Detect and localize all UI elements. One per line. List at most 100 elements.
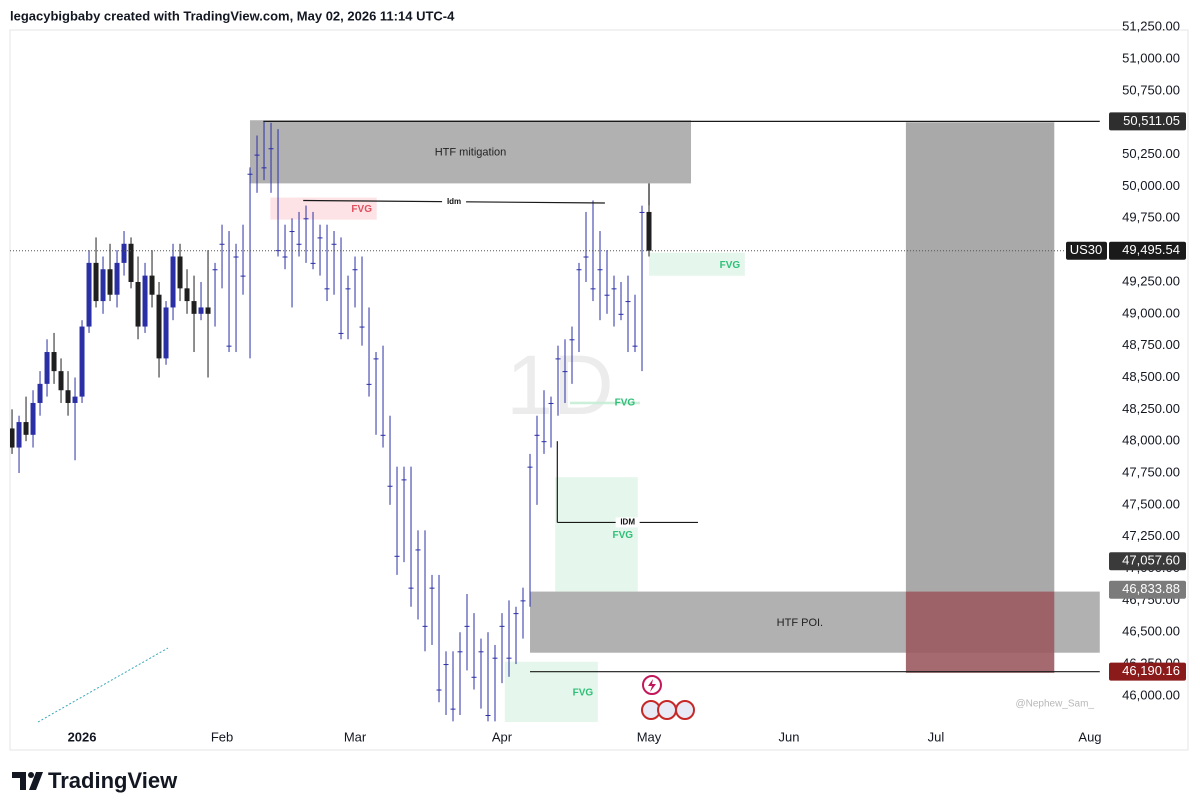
candle-body — [408, 587, 414, 589]
y-tick-label: 48,250.00 — [1122, 401, 1180, 416]
price-tag — [1109, 580, 1186, 599]
candle-body — [226, 345, 232, 347]
candle-body — [289, 231, 295, 233]
author-watermark: @Nephew_Sam_ — [1015, 699, 1094, 710]
candle-body — [93, 262, 99, 302]
candle-body — [23, 422, 29, 435]
candle-body — [499, 625, 505, 627]
logo-mark — [28, 772, 34, 778]
y-tick-label: 48,000.00 — [1122, 433, 1180, 448]
y-tick-label: 48,750.00 — [1122, 337, 1180, 352]
candle-body — [58, 371, 64, 391]
zone — [555, 477, 638, 592]
candle-body — [422, 625, 428, 627]
candle-body — [541, 441, 547, 443]
candle-body — [443, 664, 449, 666]
price-tag — [1109, 662, 1186, 681]
line-label: Idm — [447, 197, 461, 206]
candle-body — [338, 332, 344, 334]
zone-label: FVG — [573, 688, 594, 699]
candle-body — [562, 371, 568, 373]
y-tick-label: 46,000.00 — [1122, 687, 1180, 702]
y-tick-label: 46,500.00 — [1122, 624, 1180, 639]
price-tag-label: 46,833.88 — [1122, 581, 1180, 596]
price-tag-label: 47,057.60 — [1122, 553, 1180, 568]
zone-label: FVG — [351, 204, 372, 215]
candle-body — [114, 262, 120, 295]
zone — [569, 401, 640, 405]
y-tick-label: 50,750.00 — [1122, 82, 1180, 97]
price-tag-label: 50,511.05 — [1123, 113, 1180, 128]
candle-body — [569, 339, 575, 341]
event-icons — [641, 675, 695, 720]
x-tick-label: Mar — [344, 729, 367, 744]
logo-mark — [12, 772, 26, 790]
y-tick-label: 47,500.00 — [1122, 496, 1180, 511]
symbol-tag — [1066, 241, 1107, 260]
candle-body — [534, 434, 540, 436]
symbol-label: US30 — [1070, 242, 1103, 257]
candle-body — [548, 402, 554, 404]
candle-body — [485, 714, 491, 716]
candle-body — [142, 275, 148, 327]
candle-body — [100, 269, 106, 302]
candle-body — [611, 288, 617, 290]
footer-brand: TradingView — [48, 768, 178, 793]
zone-label: FVG — [615, 398, 636, 409]
zone-label: HTF mitigation — [435, 147, 507, 159]
y-tick-label: 51,000.00 — [1122, 51, 1180, 66]
candle-body — [492, 657, 498, 659]
candle-body — [373, 358, 379, 360]
zone-label: FVG — [720, 260, 741, 271]
candle-body — [65, 390, 71, 403]
candle-body — [177, 256, 183, 289]
candle-body — [520, 600, 526, 602]
candle-body — [387, 485, 393, 487]
candle-body — [79, 326, 85, 397]
candle-body — [16, 422, 22, 448]
candle-body — [506, 657, 512, 659]
time-axis: 2026 Feb Mar Apr May Jun Jul Aug — [68, 729, 1102, 744]
y-tick-label: 49,750.00 — [1122, 210, 1180, 225]
candle-body — [527, 466, 533, 468]
price-tag — [1109, 552, 1186, 571]
candle-body — [436, 689, 442, 691]
candle-body — [632, 345, 638, 347]
candle-body — [590, 288, 596, 290]
candle-body — [261, 167, 267, 169]
price-tag — [1109, 112, 1186, 131]
candle-body — [240, 275, 246, 277]
zone — [250, 120, 692, 184]
y-tick-label: 47,750.00 — [1122, 464, 1180, 479]
candle-body — [471, 676, 477, 678]
x-tick-label: May — [637, 729, 662, 744]
zone-label: FVG — [613, 530, 634, 541]
candle-body — [107, 269, 113, 295]
candle-body — [352, 269, 358, 271]
candle-body — [191, 301, 197, 314]
line-label-bg — [615, 517, 640, 528]
price-tag — [1109, 241, 1186, 260]
footer-logo: TradingView — [12, 768, 178, 793]
y-tick-label: 50,000.00 — [1122, 178, 1180, 193]
candle-body — [555, 358, 561, 360]
y-tick-label: 47,250.00 — [1122, 528, 1180, 543]
event-icon — [657, 700, 677, 720]
candle-body — [625, 301, 631, 303]
interval-watermark: 1D — [506, 338, 613, 432]
candle-body — [345, 288, 351, 290]
candle-body — [247, 173, 253, 175]
candle-body — [457, 651, 463, 653]
candle-body — [576, 269, 582, 271]
candle-body — [30, 402, 36, 435]
candle-body — [324, 288, 330, 290]
candle-body — [121, 243, 127, 263]
candle-body — [149, 275, 155, 295]
candle-body — [86, 262, 92, 327]
candle-body — [394, 555, 400, 557]
candle-body — [646, 211, 652, 251]
candle-body — [597, 269, 603, 271]
candle-body — [450, 708, 456, 710]
event-icon-bolt — [648, 679, 656, 692]
candle-body — [254, 154, 260, 156]
